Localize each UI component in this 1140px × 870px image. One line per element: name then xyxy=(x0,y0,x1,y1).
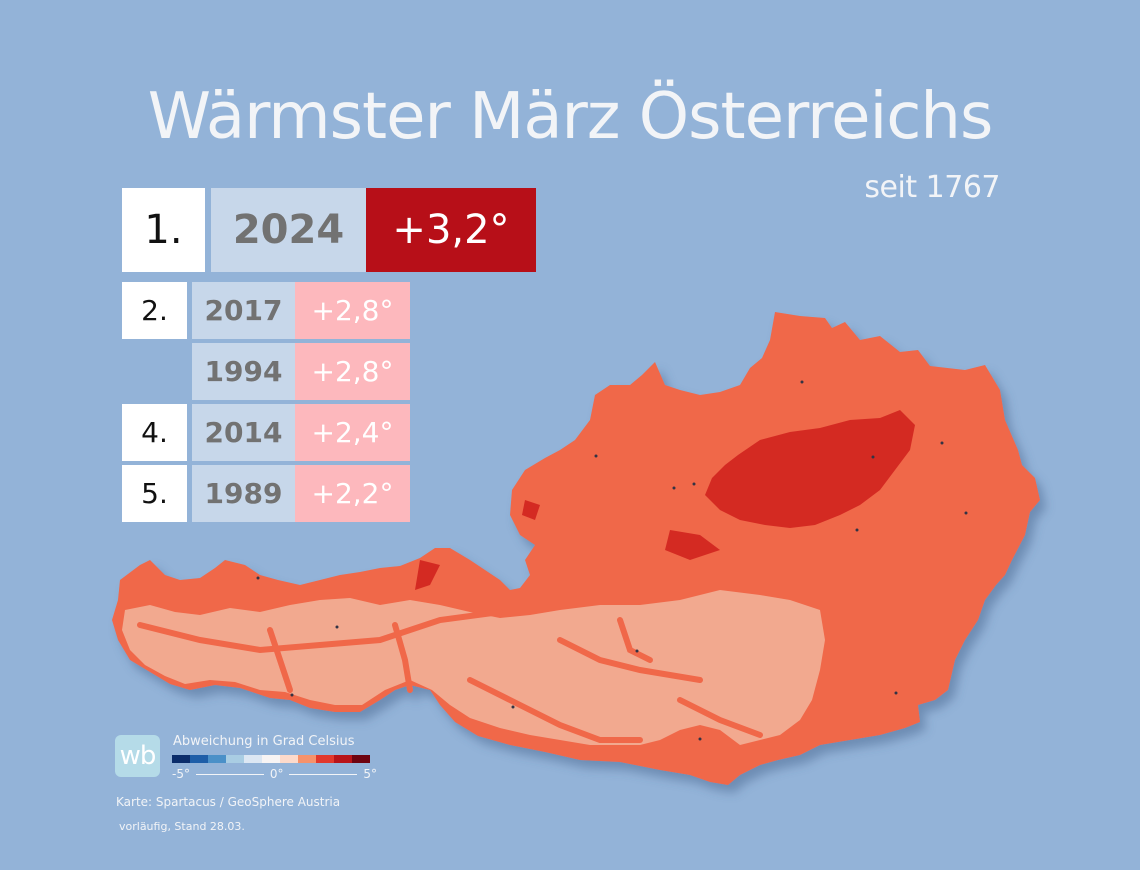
rank-label: 2. xyxy=(122,282,187,339)
valley-lines xyxy=(137,609,763,743)
legend-divider xyxy=(289,773,358,775)
legend-max-label: 5° xyxy=(363,767,377,781)
legend-swatch xyxy=(190,755,208,763)
hot-core-region xyxy=(705,410,915,528)
city-markers xyxy=(256,380,968,741)
page-title: Wärmster März Österreichs xyxy=(147,80,994,154)
wetterblick-logo: wb xyxy=(115,735,160,777)
ranking-list: 2. 2017 +2,8° 1994 +2,8° 4. 2014 +2,4° 5… xyxy=(122,282,410,526)
ranking-row-2b: 1994 +2,8° xyxy=(122,343,410,400)
legend-ticks: -5° 0° 5° xyxy=(172,767,377,781)
ranking-row-4: 4. 2014 +2,4° xyxy=(122,404,410,461)
legend-color-scale xyxy=(172,755,370,763)
legend-divider xyxy=(195,773,264,775)
year-label: 2024 xyxy=(211,188,366,272)
subtitle: seit 1767 xyxy=(864,170,1000,205)
legend-swatch xyxy=(172,755,190,763)
year-label: 1994 xyxy=(192,343,295,400)
legend-swatch xyxy=(280,755,298,763)
legend-swatch xyxy=(244,755,262,763)
rank-label: 4. xyxy=(122,404,187,461)
legend-swatch xyxy=(226,755,244,763)
alpine-region-west xyxy=(122,590,825,745)
legend-swatch xyxy=(316,755,334,763)
ranking-row-2: 2. 2017 +2,8° xyxy=(122,282,410,339)
legend-mid-label: 0° xyxy=(269,767,284,781)
anomaly-value: +2,2° xyxy=(295,465,410,522)
rank-label: 1. xyxy=(122,188,205,272)
legend-swatch xyxy=(262,755,280,763)
ranking-row-5: 5. 1989 +2,2° xyxy=(122,465,410,522)
legend-min-label: -5° xyxy=(172,767,190,781)
anomaly-value: +2,8° xyxy=(295,282,410,339)
legend-swatch xyxy=(208,755,226,763)
year-label: 2017 xyxy=(192,282,295,339)
ranking-row-1: 1. 2024 +3,2° xyxy=(122,188,536,272)
legend-swatch xyxy=(352,755,370,763)
anomaly-value: +2,4° xyxy=(295,404,410,461)
year-label: 1989 xyxy=(192,465,295,522)
source-credit: Karte: Spartacus / GeoSphere Austria xyxy=(116,795,341,809)
legend-swatch xyxy=(334,755,352,763)
legend-title: Abweichung in Grad Celsius xyxy=(173,734,355,749)
anomaly-value: +3,2° xyxy=(366,188,536,272)
year-label: 2014 xyxy=(192,404,295,461)
anomaly-value: +2,8° xyxy=(295,343,410,400)
legend-swatch xyxy=(298,755,316,763)
status-note: vorläufig, Stand 28.03. xyxy=(119,820,245,833)
rank-label: 5. xyxy=(122,465,187,522)
